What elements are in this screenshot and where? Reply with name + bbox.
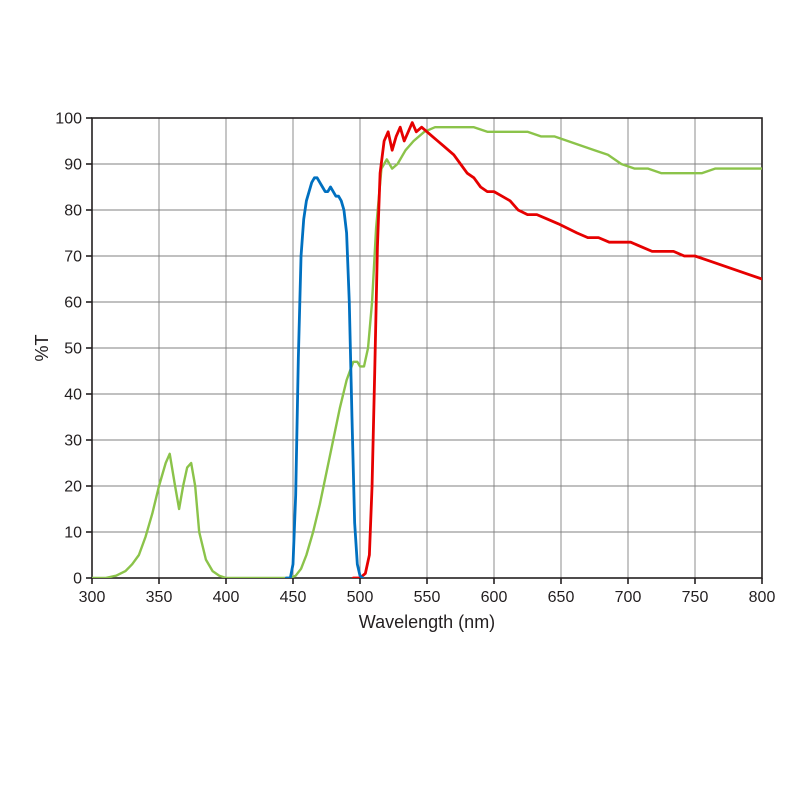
x-tick-label: 600 [481,589,508,606]
x-axis-label: Wavelength (nm) [359,612,495,632]
y-tick-label: 70 [64,249,82,266]
x-tick-label: 800 [749,589,776,606]
x-tick-label: 350 [146,589,173,606]
x-tick-label: 450 [280,589,307,606]
x-tick-label: 750 [682,589,709,606]
x-tick-label: 300 [79,589,106,606]
y-tick-label: 20 [64,479,82,496]
y-tick-label: 60 [64,295,82,312]
x-tick-label: 550 [414,589,441,606]
y-tick-label: 100 [55,111,82,128]
y-axis-label: %T [32,334,52,361]
y-tick-label: 10 [64,525,82,542]
x-tick-label: 400 [213,589,240,606]
y-tick-label: 90 [64,157,82,174]
x-tick-label: 700 [615,589,642,606]
chart-frame: 300350400450500550600650700750800Wavelen… [0,0,800,800]
y-tick-label: 30 [64,433,82,450]
y-tick-label: 40 [64,387,82,404]
y-tick-label: 50 [64,341,82,358]
x-tick-label: 500 [347,589,374,606]
x-tick-label: 650 [548,589,575,606]
y-tick-label: 0 [73,571,82,588]
y-tick-label: 80 [64,203,82,220]
transmission-spectrum-chart: 300350400450500550600650700750800Wavelen… [0,0,800,800]
